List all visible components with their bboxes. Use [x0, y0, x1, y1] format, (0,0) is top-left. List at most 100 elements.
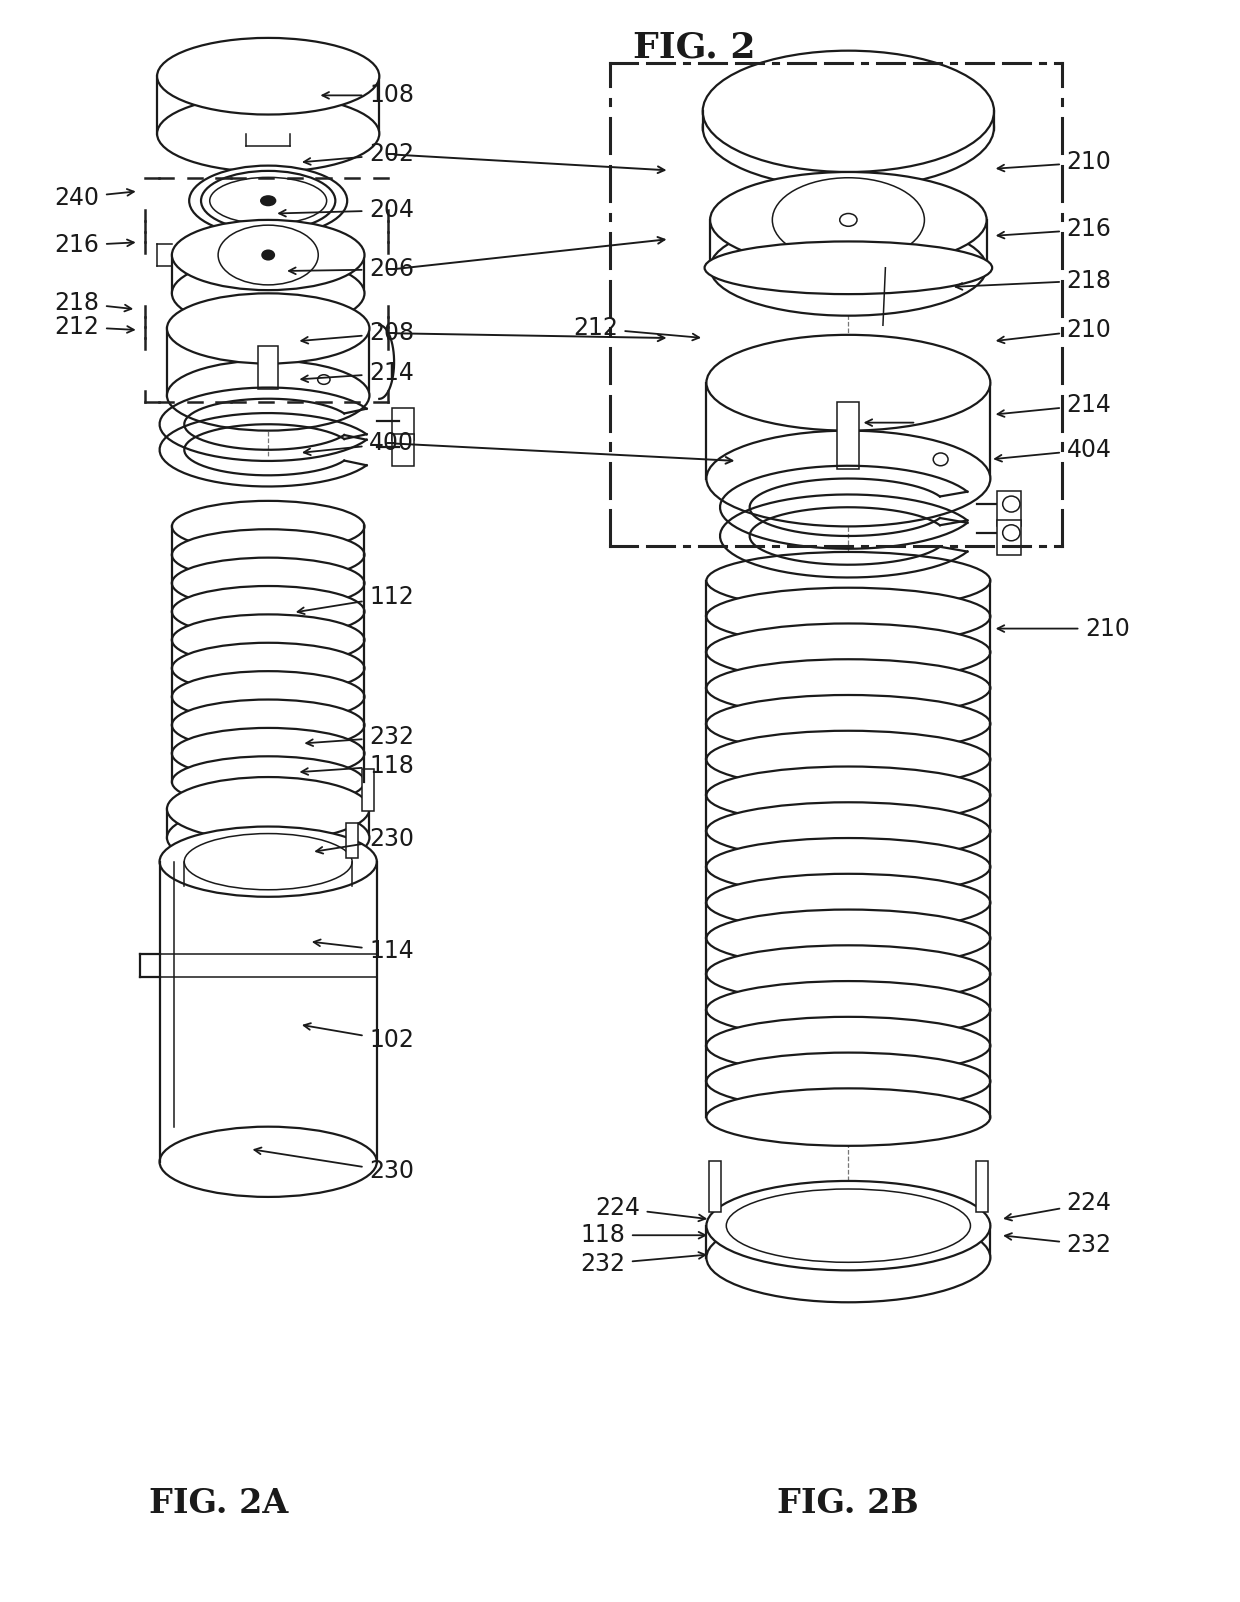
Ellipse shape — [707, 588, 991, 646]
Ellipse shape — [172, 700, 365, 751]
Ellipse shape — [707, 803, 991, 860]
Ellipse shape — [160, 1126, 377, 1197]
Ellipse shape — [703, 67, 994, 187]
Ellipse shape — [707, 980, 991, 1038]
Text: 210: 210 — [1066, 319, 1111, 343]
Ellipse shape — [262, 250, 274, 260]
Ellipse shape — [707, 766, 991, 823]
Text: 224: 224 — [1066, 1192, 1111, 1216]
Text: 206: 206 — [370, 258, 414, 282]
Ellipse shape — [157, 38, 379, 114]
Ellipse shape — [707, 660, 991, 716]
Bar — [172, 255, 365, 293]
Text: 224: 224 — [595, 1197, 640, 1221]
Text: 118: 118 — [370, 755, 414, 779]
Ellipse shape — [218, 226, 319, 285]
Text: 232: 232 — [1066, 1234, 1111, 1258]
Ellipse shape — [934, 453, 949, 466]
Ellipse shape — [172, 501, 365, 553]
Ellipse shape — [172, 586, 365, 638]
Ellipse shape — [707, 431, 991, 527]
Ellipse shape — [707, 553, 991, 609]
Text: FIG. 2B: FIG. 2B — [777, 1487, 919, 1520]
Text: 404: 404 — [1066, 437, 1111, 461]
Ellipse shape — [172, 671, 365, 723]
Text: 232: 232 — [580, 1253, 625, 1275]
Ellipse shape — [711, 171, 987, 268]
Ellipse shape — [167, 806, 370, 870]
Text: 400: 400 — [370, 431, 414, 455]
Text: 214: 214 — [1066, 392, 1111, 417]
Ellipse shape — [707, 910, 991, 968]
Ellipse shape — [707, 731, 991, 788]
Bar — [157, 77, 379, 133]
Text: 216: 216 — [55, 234, 99, 258]
Text: 114: 114 — [370, 939, 414, 963]
Ellipse shape — [831, 104, 866, 119]
Ellipse shape — [707, 1213, 991, 1302]
Text: FIG. 2: FIG. 2 — [632, 30, 755, 64]
Text: 208: 208 — [370, 322, 414, 346]
Ellipse shape — [172, 219, 365, 290]
Ellipse shape — [790, 87, 906, 136]
Text: 218: 218 — [55, 292, 99, 316]
Text: 216: 216 — [1066, 218, 1111, 242]
Bar — [997, 521, 1022, 556]
Bar — [167, 328, 370, 396]
Ellipse shape — [190, 165, 347, 235]
Bar — [711, 219, 987, 268]
Ellipse shape — [708, 53, 988, 170]
Ellipse shape — [210, 178, 326, 224]
Text: 214: 214 — [370, 360, 414, 384]
Ellipse shape — [707, 1088, 991, 1145]
Ellipse shape — [167, 293, 370, 364]
Text: 230: 230 — [370, 827, 414, 851]
Ellipse shape — [707, 873, 991, 931]
Bar — [362, 769, 374, 811]
Ellipse shape — [172, 529, 365, 580]
Ellipse shape — [1003, 525, 1021, 541]
Text: FIG. 2A: FIG. 2A — [149, 1487, 289, 1520]
Ellipse shape — [773, 178, 924, 263]
Bar — [837, 402, 859, 469]
Ellipse shape — [707, 945, 991, 1003]
Ellipse shape — [707, 1053, 991, 1110]
Ellipse shape — [172, 756, 365, 807]
Ellipse shape — [707, 838, 991, 896]
Bar — [392, 434, 414, 466]
Bar — [160, 862, 377, 1161]
Ellipse shape — [811, 96, 887, 127]
Ellipse shape — [157, 96, 379, 171]
Ellipse shape — [172, 615, 365, 665]
Bar — [167, 809, 370, 838]
Ellipse shape — [172, 557, 365, 609]
Text: 230: 230 — [370, 1160, 414, 1184]
Ellipse shape — [707, 623, 991, 681]
Bar — [392, 409, 414, 441]
Ellipse shape — [770, 78, 928, 144]
Ellipse shape — [260, 195, 275, 205]
Ellipse shape — [727, 1189, 971, 1262]
Ellipse shape — [238, 189, 298, 213]
Text: 102: 102 — [370, 1028, 414, 1053]
Bar — [346, 823, 358, 859]
Text: 210: 210 — [1066, 151, 1111, 175]
Ellipse shape — [172, 258, 365, 328]
Ellipse shape — [172, 727, 365, 779]
Text: 232: 232 — [370, 726, 414, 750]
Bar — [258, 346, 278, 389]
Text: 212: 212 — [55, 316, 99, 340]
Text: 240: 240 — [55, 186, 99, 210]
Bar — [709, 1161, 722, 1213]
Text: 118: 118 — [580, 1224, 625, 1248]
Text: 218: 218 — [1066, 269, 1111, 293]
Text: 210: 210 — [1085, 617, 1130, 641]
Text: 112: 112 — [370, 585, 414, 609]
Ellipse shape — [160, 827, 377, 897]
Ellipse shape — [317, 375, 330, 384]
Ellipse shape — [707, 1181, 991, 1270]
Bar — [707, 1226, 991, 1258]
Bar — [976, 1161, 988, 1213]
Text: 108: 108 — [370, 83, 414, 107]
Ellipse shape — [839, 213, 857, 226]
